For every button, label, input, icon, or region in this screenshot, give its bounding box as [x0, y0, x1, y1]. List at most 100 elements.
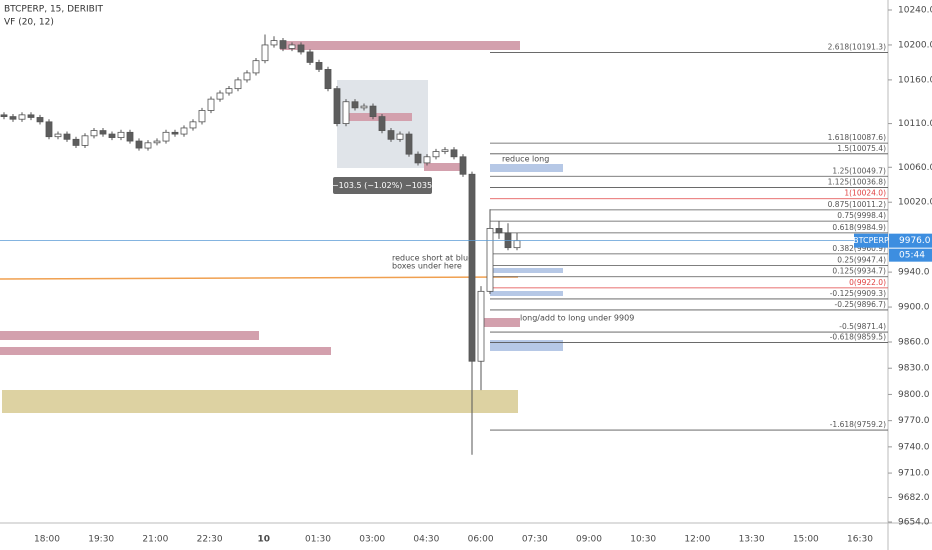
annotation: boxes under here [392, 262, 462, 271]
x-tick-label: 09:00 [576, 535, 602, 545]
candle-body [234, 79, 242, 90]
candle-body [180, 127, 188, 135]
y-tick-label: 9940.0 [898, 268, 930, 278]
candle-body [513, 240, 521, 249]
level-label: -0.5(9871.4) [839, 322, 886, 331]
zone [484, 318, 520, 327]
zone [0, 331, 259, 340]
x-tick-label: 16:30 [847, 535, 873, 545]
candle-body [252, 60, 260, 74]
x-tick-label: 19:30 [88, 535, 114, 545]
candle-body [459, 156, 467, 175]
annotation: reduce short at blue [392, 254, 473, 263]
zone [280, 41, 520, 50]
candle-body [63, 133, 71, 140]
x-tick-label: 04:30 [413, 535, 439, 545]
y-tick-label: 10110.0 [898, 119, 932, 129]
candle-body [153, 140, 161, 144]
level-label: -0.125(9909.3) [830, 289, 886, 298]
candle-body [207, 98, 215, 111]
y-tick-label: 9654.0 [898, 518, 930, 528]
zone [490, 164, 563, 172]
candle-body [90, 130, 98, 137]
countdown-badge [889, 248, 932, 262]
candle-body [189, 121, 197, 129]
candle-body [342, 101, 350, 124]
candle-body [495, 228, 503, 234]
x-tick-label: 15:00 [793, 535, 819, 545]
candle-body [243, 72, 251, 81]
candle-body [27, 114, 35, 118]
candle-body [45, 121, 53, 138]
candle-body [297, 44, 305, 53]
y-tick-label: 9682.0 [898, 493, 930, 503]
candle-body [162, 131, 170, 142]
title: BTCPERP, 15, DERIBIT [4, 5, 103, 15]
annotation: long/add to long under 9909 [520, 314, 634, 323]
candle-body [225, 88, 233, 94]
level-label: 0.25(9947.4) [837, 256, 886, 265]
y-tick-label: 10060.0 [898, 163, 932, 173]
y-tick-label: 10160.0 [898, 75, 932, 85]
x-tick-label: 06:00 [468, 535, 494, 545]
orange-line [0, 276, 519, 280]
x-tick-label: 18:00 [34, 535, 60, 545]
y-tick-label: 10020.0 [898, 198, 932, 208]
measure-label: −103.5 (−1.02%) −1035 [332, 181, 432, 190]
y-tick-label: 9770.0 [898, 416, 930, 426]
x-tick-label: 10:30 [630, 535, 656, 545]
candle-body [378, 116, 386, 131]
zone [490, 268, 563, 273]
candle-body [468, 173, 476, 362]
candle-body [261, 44, 269, 62]
candle-body [306, 51, 314, 63]
measure-label-bg [333, 177, 432, 194]
candle-body [198, 110, 206, 123]
level-label: 1(10024.0) [844, 189, 886, 198]
candle-body [81, 135, 89, 146]
level-label: -0.618(9859.5) [830, 332, 886, 341]
level-label: 1.125(10036.8) [828, 178, 886, 187]
candle-body [414, 153, 422, 164]
x-tick-label: 03:00 [359, 535, 385, 545]
candle-body [324, 69, 332, 90]
x-tick-label: 10 [258, 535, 271, 545]
candle-body [450, 149, 458, 158]
candle-body [216, 92, 224, 100]
x-tick-label: 21:00 [142, 535, 168, 545]
x-tick-label: 22:30 [197, 535, 223, 545]
y-tick-label: 10240.0 [898, 6, 932, 16]
annotation: reduce long [502, 155, 549, 164]
candle-body [333, 88, 341, 124]
countdown: 05:44 [899, 251, 925, 261]
y-tick-label: 9740.0 [898, 442, 930, 452]
zone [2, 390, 518, 413]
candle-body [108, 133, 116, 138]
y-tick-label: 9800.0 [898, 390, 930, 400]
last-price-badge [889, 233, 932, 248]
last-price-label: 9976.0 [899, 236, 931, 246]
y-tick-label: 9830.0 [898, 364, 930, 374]
level-label: 0.75(9998.4) [837, 211, 886, 220]
level-label: 0.125(9934.7) [832, 267, 886, 276]
candle-body [432, 151, 440, 158]
candle-body [54, 133, 62, 138]
candle-body [270, 40, 278, 46]
candle-body [504, 232, 512, 249]
level-label: 0.875(10011.2) [828, 200, 886, 209]
candle-body [144, 142, 152, 149]
level-label: 0(9922.0) [849, 278, 886, 287]
candle-body [18, 114, 26, 120]
candle-body [423, 156, 431, 164]
zone [424, 163, 462, 171]
candle-body [315, 62, 323, 70]
level-label: 1.5(10075.4) [837, 144, 886, 153]
candle-body [405, 133, 413, 155]
candle-body [486, 228, 494, 292]
x-tick-label: 12:00 [684, 535, 710, 545]
x-tick-label: 07:30 [522, 535, 548, 545]
level-label: 2.618(10191.3) [828, 43, 886, 52]
zone [0, 347, 331, 355]
